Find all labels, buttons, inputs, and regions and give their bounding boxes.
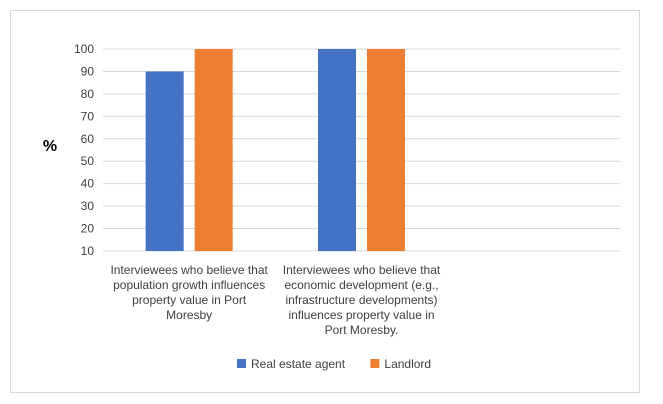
legend-label: Real estate agent <box>251 357 346 371</box>
y-tick-label: 80 <box>81 87 95 101</box>
x-category-label: infrastructure developments) <box>285 293 437 307</box>
legend-swatch <box>237 359 246 368</box>
x-category-label: property value in Port <box>132 293 247 307</box>
x-category-label: Moresby <box>166 308 212 322</box>
x-category-label: Interviewees who believe that <box>283 263 441 277</box>
x-category-label: economic development (e.g., <box>284 278 438 292</box>
bar <box>145 71 184 251</box>
y-tick-label: 50 <box>81 154 95 168</box>
y-tick-label: 10 <box>81 244 95 258</box>
x-category-label: Interviewees who believe that <box>110 263 268 277</box>
legend-swatch <box>370 359 380 368</box>
y-tick-label: 90 <box>81 64 95 78</box>
y-tick-label: 20 <box>81 222 95 236</box>
y-tick-label: 100 <box>74 42 94 56</box>
y-tick-label: 60 <box>81 132 95 146</box>
bar <box>318 49 356 251</box>
y-tick-label: 40 <box>81 177 95 191</box>
y-tick-label: 70 <box>81 109 95 123</box>
legend-label: Landlord <box>384 357 431 371</box>
y-axis-label: % <box>43 138 57 155</box>
x-category-label: influences property value in <box>288 308 434 322</box>
y-tick-label: 30 <box>81 199 95 213</box>
x-category-label: population growth influences <box>113 278 265 292</box>
bar <box>194 49 233 251</box>
bar <box>367 49 405 251</box>
x-category-label: Port Moresby. <box>325 323 399 337</box>
